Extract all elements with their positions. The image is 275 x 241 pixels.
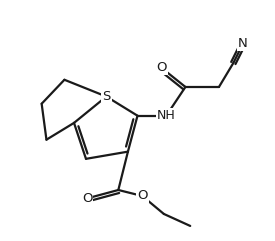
Text: O: O xyxy=(137,189,148,202)
Text: S: S xyxy=(102,90,111,103)
Text: O: O xyxy=(156,61,167,74)
Text: O: O xyxy=(82,192,92,205)
Text: N: N xyxy=(238,37,248,50)
Text: NH: NH xyxy=(157,109,176,122)
